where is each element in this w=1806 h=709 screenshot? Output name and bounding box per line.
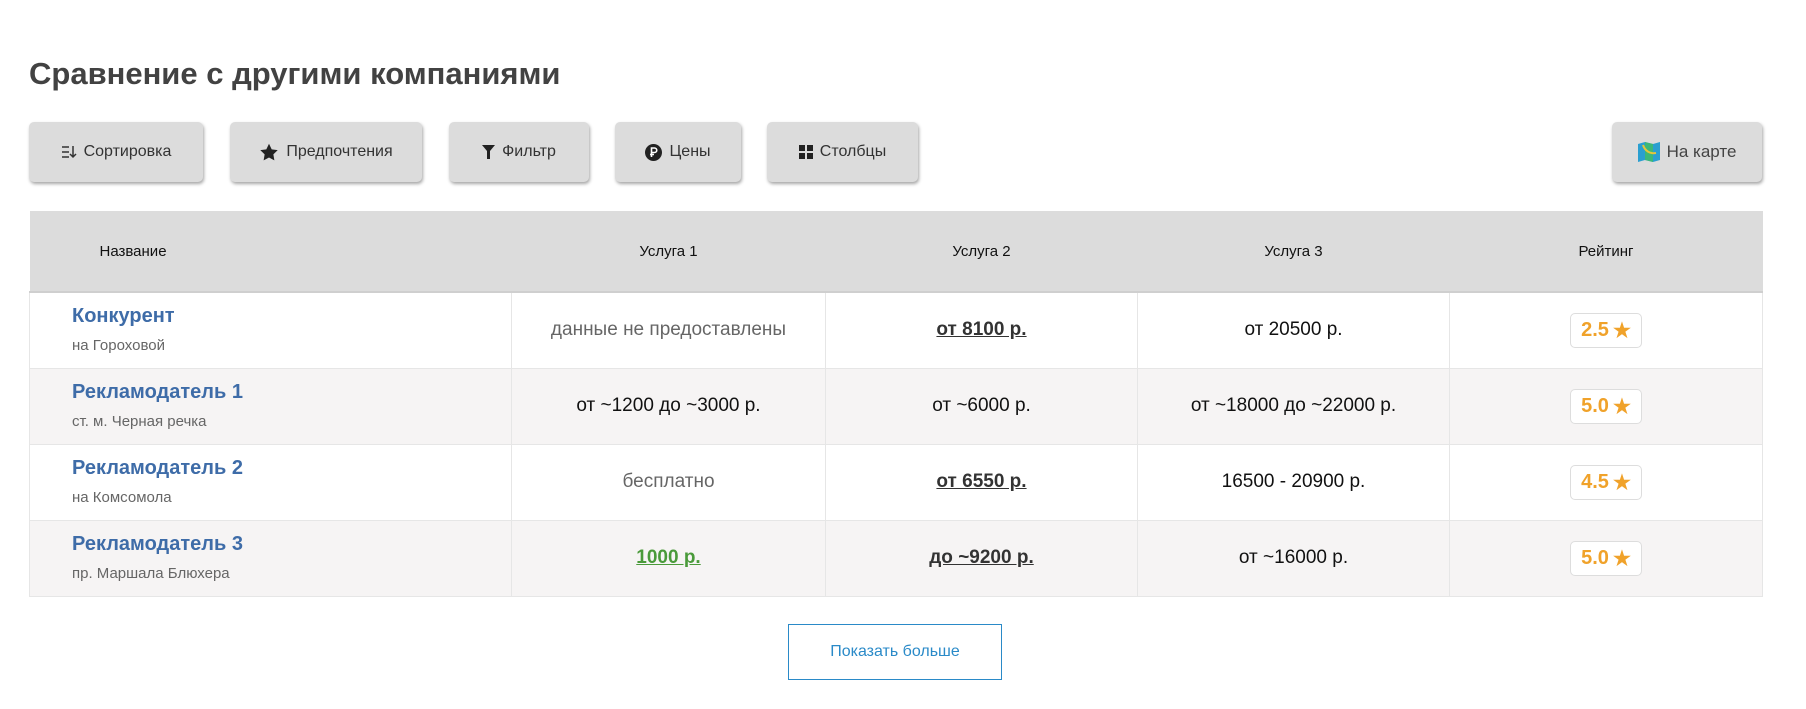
header-service-2[interactable]: Услуга 2 xyxy=(825,211,1138,293)
header-rating[interactable]: Рейтинг xyxy=(1449,211,1763,293)
map-label: На карте xyxy=(1666,142,1737,161)
columns-label: Столбцы xyxy=(819,143,887,160)
star-icon: ★ xyxy=(1612,471,1631,494)
rating-value: 2.5 xyxy=(1581,318,1609,341)
preferences-button[interactable]: Предпочтения xyxy=(230,122,422,182)
table-row: Рекламодатель 3 пр. Маршала Блюхера 1000 … xyxy=(29,519,1763,597)
table-row: Конкурент на Гороховой данные не предоста… xyxy=(29,291,1763,369)
table-header-row: Название Услуга 1 Услуга 2 Услуга 3 Рейт… xyxy=(29,211,1763,293)
service-2-price[interactable]: до ~9200 р. xyxy=(929,547,1034,568)
grid-icon xyxy=(798,145,813,159)
prices-label: Цены xyxy=(669,143,711,160)
service-3-price: от ~16000 р. xyxy=(1137,519,1450,597)
company-link[interactable]: Рекламодатель 3 xyxy=(72,532,243,555)
rating-badge: 4.5 ★ xyxy=(1570,464,1642,500)
company-link[interactable]: Конкурент xyxy=(72,304,175,327)
company-address: пр. Маршала Блюхера xyxy=(72,564,230,582)
sort-icon xyxy=(61,146,77,159)
service-2-price[interactable]: от 8100 р. xyxy=(936,319,1027,341)
service-3-price: от 20500 р. xyxy=(1137,291,1450,369)
company-address: на Комсомола xyxy=(72,488,172,506)
table-row: Рекламодатель 1 ст. м. Черная речка от ~1… xyxy=(29,367,1763,445)
company-link[interactable]: Рекламодатель 1 xyxy=(72,380,243,403)
service-1-price: данные не предоставлены xyxy=(511,291,826,369)
star-icon: ★ xyxy=(1612,395,1631,418)
star-icon xyxy=(260,143,279,160)
company-link[interactable]: Рекламодатель 2 xyxy=(72,456,243,479)
rating-badge: 5.0 ★ xyxy=(1570,388,1642,424)
service-1-price[interactable]: 1000 р. xyxy=(636,547,701,568)
filter-button[interactable]: Фильтр xyxy=(449,122,589,182)
rating-value: 5.0 xyxy=(1581,546,1609,569)
star-icon: ★ xyxy=(1612,319,1631,342)
comparison-table: Название Услуга 1 Услуга 2 Услуга 3 Рейт… xyxy=(29,211,1763,597)
show-more-button[interactable]: Показать больше xyxy=(788,624,1002,680)
service-3-price: от ~18000 до ~22000 р. xyxy=(1137,367,1450,445)
filter-icon xyxy=(482,145,496,159)
header-service-1[interactable]: Услуга 1 xyxy=(511,211,826,293)
sort-label: Сортировка xyxy=(83,143,172,160)
map-button[interactable]: На карте xyxy=(1612,122,1762,182)
columns-button[interactable]: Столбцы xyxy=(767,122,918,182)
service-2-price: от ~6000 р. xyxy=(825,367,1138,445)
star-icon: ★ xyxy=(1612,547,1631,570)
rating-badge: 2.5 ★ xyxy=(1570,312,1642,348)
service-1-price: бесплатно xyxy=(511,443,826,521)
header-service-3[interactable]: Услуга 3 xyxy=(1137,211,1450,293)
ruble-icon xyxy=(645,143,663,161)
page-title: Сравнение с другими компаниями xyxy=(29,56,561,91)
company-address: ст. м. Черная речка xyxy=(72,412,207,430)
service-1-price: от ~1200 до ~3000 р. xyxy=(511,367,826,445)
map-icon xyxy=(1637,142,1660,162)
service-3-price: 16500 - 20900 р. xyxy=(1137,443,1450,521)
filter-label: Фильтр xyxy=(502,143,556,160)
table-row: Рекламодатель 2 на Комсомола бесплатно от… xyxy=(29,443,1763,521)
rating-value: 5.0 xyxy=(1581,394,1609,417)
preferences-label: Предпочтения xyxy=(286,143,393,160)
header-name[interactable]: Название xyxy=(29,211,512,293)
sort-button[interactable]: Сортировка xyxy=(29,122,203,182)
prices-button[interactable]: Цены xyxy=(615,122,741,182)
company-address: на Гороховой xyxy=(72,336,165,354)
rating-value: 4.5 xyxy=(1581,470,1609,493)
service-2-price[interactable]: от 6550 р. xyxy=(936,471,1027,492)
rating-badge: 5.0 ★ xyxy=(1570,540,1642,576)
